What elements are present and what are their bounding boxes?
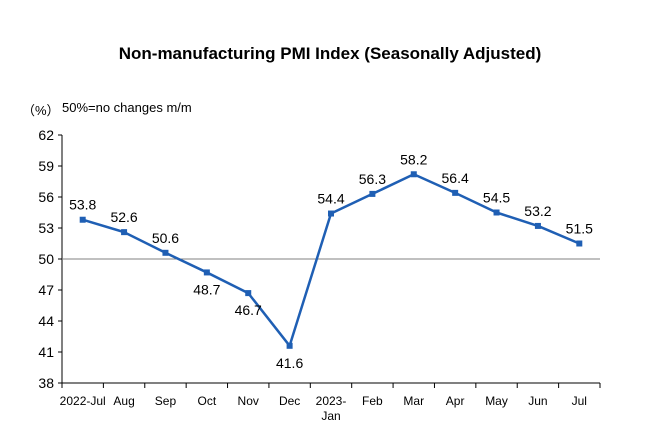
y-tick-label: 38 (38, 375, 54, 391)
data-label: 48.7 (193, 281, 220, 297)
y-tick-label: 62 (38, 127, 54, 143)
data-label: 56.3 (359, 171, 386, 187)
data-label: 51.5 (566, 221, 593, 237)
y-tick-label: 44 (38, 313, 54, 329)
data-point (328, 210, 334, 217)
data-point (245, 290, 252, 297)
reference-note: 50%=no changes m/m (62, 100, 192, 115)
x-axis: 2022-Jul Aug Sep Oct Nov Dec 2023-Jan Feb Mar Apr… (60, 382, 601, 423)
series-pmi (79, 171, 583, 349)
data-point (493, 209, 500, 216)
y-tick-label: 50 (38, 251, 54, 267)
data-label: 50.6 (152, 230, 179, 246)
y-tick-label: 47 (38, 282, 54, 298)
data-label: 56.4 (442, 170, 469, 186)
data-point (369, 190, 376, 197)
data-point (203, 269, 210, 276)
x-tick-label: Apr (446, 394, 465, 408)
y-tick-label: 59 (38, 158, 54, 174)
y-tick-label: 41 (38, 344, 54, 360)
data-point (452, 189, 459, 196)
x-tick-label: Dec (279, 394, 300, 408)
x-tick-label: Feb (362, 394, 383, 408)
chart-title: Non-manufacturing PMI Index (Seasonally … (118, 44, 542, 63)
data-labels: 53.8 52.6 50.6 48.7 46.7 41.6 54.4 56.3 58.2 56.4… (69, 151, 593, 371)
data-label: 53.8 (69, 197, 96, 213)
x-tick-label: Sep (155, 394, 177, 408)
data-point (410, 171, 417, 178)
data-label: 54.4 (317, 191, 344, 207)
data-label: 46.7 (235, 302, 262, 318)
data-label: 58.2 (400, 151, 427, 167)
data-label: 41.6 (276, 355, 303, 371)
x-tick-label: Mar (403, 394, 424, 408)
x-tick-label: May (485, 394, 508, 408)
data-label: 52.6 (110, 209, 137, 225)
data-point (576, 240, 583, 247)
data-point (121, 229, 128, 236)
y-axis: 38 41 44 47 50 53 56 59 62 (38, 127, 63, 391)
x-tick-label: Oct (198, 394, 217, 408)
x-tick-label: Jul (572, 394, 587, 408)
data-label: 53.2 (524, 203, 551, 219)
y-tick-label: 53 (38, 220, 54, 236)
unit-label: （%） (22, 103, 60, 118)
x-tick-label: Aug (113, 394, 134, 408)
x-tick-label: 2022-Jul (60, 394, 106, 408)
data-label: 54.5 (483, 190, 510, 206)
data-point (534, 222, 541, 229)
y-tick-label: 56 (38, 189, 54, 205)
data-point (79, 216, 86, 223)
data-point (286, 342, 293, 349)
x-tick-label: 2023-Jan (316, 394, 347, 423)
x-tick-label: Nov (238, 394, 259, 408)
x-tick-label: Jun (528, 394, 547, 408)
data-point (162, 249, 169, 256)
